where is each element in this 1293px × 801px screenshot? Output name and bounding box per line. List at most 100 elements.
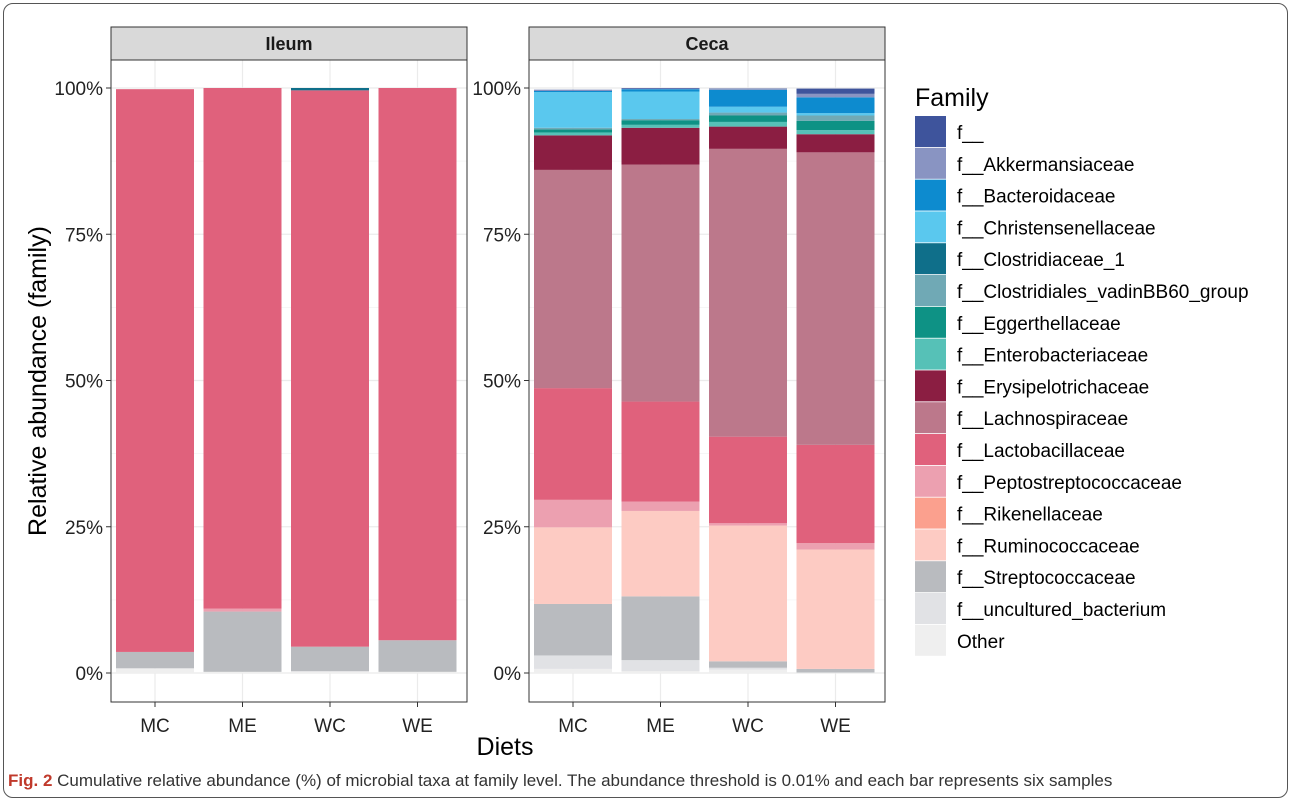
bar-segment: [621, 89, 700, 92]
bar-segment: [116, 89, 194, 652]
legend-label: f__uncultured_bacterium: [957, 600, 1166, 621]
legend-label: f__Peptostreptococcaceae: [957, 473, 1182, 494]
legend-key: [915, 434, 946, 465]
y-tick-label: 100%: [54, 79, 103, 100]
bar-segment: [709, 89, 787, 107]
legend-label: f__Lachnospiraceae: [957, 409, 1128, 430]
bar-segment: [709, 88, 787, 90]
bar-segment: [203, 671, 282, 673]
bar-segment: [291, 88, 369, 91]
legend: Family f__ f__Akkermansiaceae f__Bacteroid…: [915, 84, 1249, 656]
caption-label: Fig. 2: [8, 771, 53, 790]
bar-segment: [709, 669, 787, 673]
bar-segment: [709, 436, 787, 524]
panel-title: Ceca: [685, 34, 729, 54]
legend-key: [915, 147, 946, 179]
legend-entry: f__Ruminococcaceae: [915, 529, 1140, 561]
legend-entry: f__Eggerthellaceae: [915, 306, 1121, 338]
legend-entry: f__Erysipelotrichaceae: [915, 370, 1149, 402]
x-tick-label: WC: [314, 716, 346, 737]
bar-segment: [796, 668, 875, 673]
bar-segment: [534, 135, 612, 170]
bar-segment: [203, 88, 282, 609]
panel-ceca: Ceca 0% 25% 50% 75% 100% MC ME WC WE: [472, 26, 886, 737]
legend-key: [915, 306, 946, 338]
legend-label: f__Erysipelotrichaceae: [957, 377, 1149, 398]
bar-segment: [378, 671, 457, 673]
bar-segment: [709, 523, 787, 526]
legend-key: [915, 179, 946, 211]
bar-segment: [709, 106, 787, 113]
bar-segment: [534, 132, 612, 136]
legend-label: f__Clostridiales_vadinBB60_group: [957, 282, 1249, 303]
bar-mc: [534, 89, 612, 673]
x-tick-label: WC: [732, 716, 764, 737]
y-tick-label: 100%: [472, 79, 521, 100]
legend-key: [915, 593, 946, 624]
panel-strip: [528, 26, 886, 61]
legend-key: [915, 211, 946, 243]
legend-key: [915, 275, 946, 306]
bar-segment: [709, 89, 787, 90]
bar-segment: [796, 152, 875, 445]
x-tick-label: ME: [646, 716, 675, 737]
bar-segment: [709, 667, 787, 670]
y-tick-label: 0%: [494, 664, 522, 685]
bar-segment: [796, 134, 875, 153]
legend-entry: f__Rikenellaceae: [915, 497, 1103, 529]
legend-key: [915, 561, 946, 593]
bar-segment: [621, 88, 700, 89]
legend-entry: f__Bacteroidaceae: [915, 179, 1115, 211]
bar-segment: [709, 148, 787, 437]
bar-segment: [796, 120, 875, 131]
bar-segment: [534, 527, 612, 604]
bar-segment: [796, 97, 875, 114]
caption-text: Cumulative relative abundance (%) of mic…: [57, 771, 1113, 790]
legend-entry: f__Akkermansiaceae: [915, 147, 1134, 179]
bar-segment: [534, 169, 612, 389]
panel-ileum: Ileum 0% 25% 50% 75% 100% MC ME WC WE: [54, 26, 468, 737]
bar-segment: [203, 608, 282, 612]
x-tick-label: ME: [228, 716, 257, 737]
bar-segment: [621, 164, 700, 402]
legend-entry: f__Christensenellaceae: [915, 211, 1156, 243]
legend-key: [915, 529, 946, 561]
bar-segment: [796, 549, 875, 669]
bar-segment: [621, 120, 700, 125]
bar-segment: [116, 668, 194, 673]
legend-label: f__Clostridiaceae_1: [957, 250, 1125, 271]
legend-entry: f__Streptococcaceae: [915, 561, 1136, 593]
bar-segment: [621, 401, 700, 502]
bar-segment: [378, 640, 457, 672]
bar-segment: [796, 115, 875, 121]
y-tick-label: 75%: [65, 225, 103, 246]
bar-segment: [796, 130, 875, 135]
bar-segment: [116, 651, 194, 669]
bar-segment: [621, 127, 700, 165]
figure-frame: [3, 3, 1288, 798]
bar-segment: [291, 90, 369, 647]
bar-we: [378, 88, 457, 673]
legend-entry: Other: [915, 624, 1005, 656]
legend-label: f__Lactobacillaceae: [957, 441, 1125, 462]
y-axis-label: Relative abundance (family): [24, 226, 52, 536]
legend-key: [915, 243, 946, 275]
legend-title: Family: [915, 84, 989, 112]
y-tick-label: 75%: [483, 225, 521, 246]
y-tick-label: 0%: [76, 664, 104, 685]
legend-label: f__Akkermansiaceae: [957, 155, 1134, 176]
legend-key: [915, 338, 946, 370]
legend-key: [915, 116, 946, 147]
legend-entry: f__Peptostreptococcaceae: [915, 465, 1182, 497]
bar-me: [203, 88, 282, 673]
bar-segment: [621, 671, 700, 673]
x-axis-label: Diets: [477, 733, 534, 761]
y-tick-label: 25%: [483, 518, 521, 539]
bar-segment: [621, 91, 700, 120]
legend-entry: f__Lactobacillaceae: [915, 434, 1125, 465]
legend-label: f__Christensenellaceae: [957, 218, 1156, 239]
figure-caption: Fig. 2 Cumulative relative abundance (%)…: [8, 771, 1288, 791]
bar-segment: [796, 93, 875, 98]
bar-wc: [709, 88, 787, 673]
